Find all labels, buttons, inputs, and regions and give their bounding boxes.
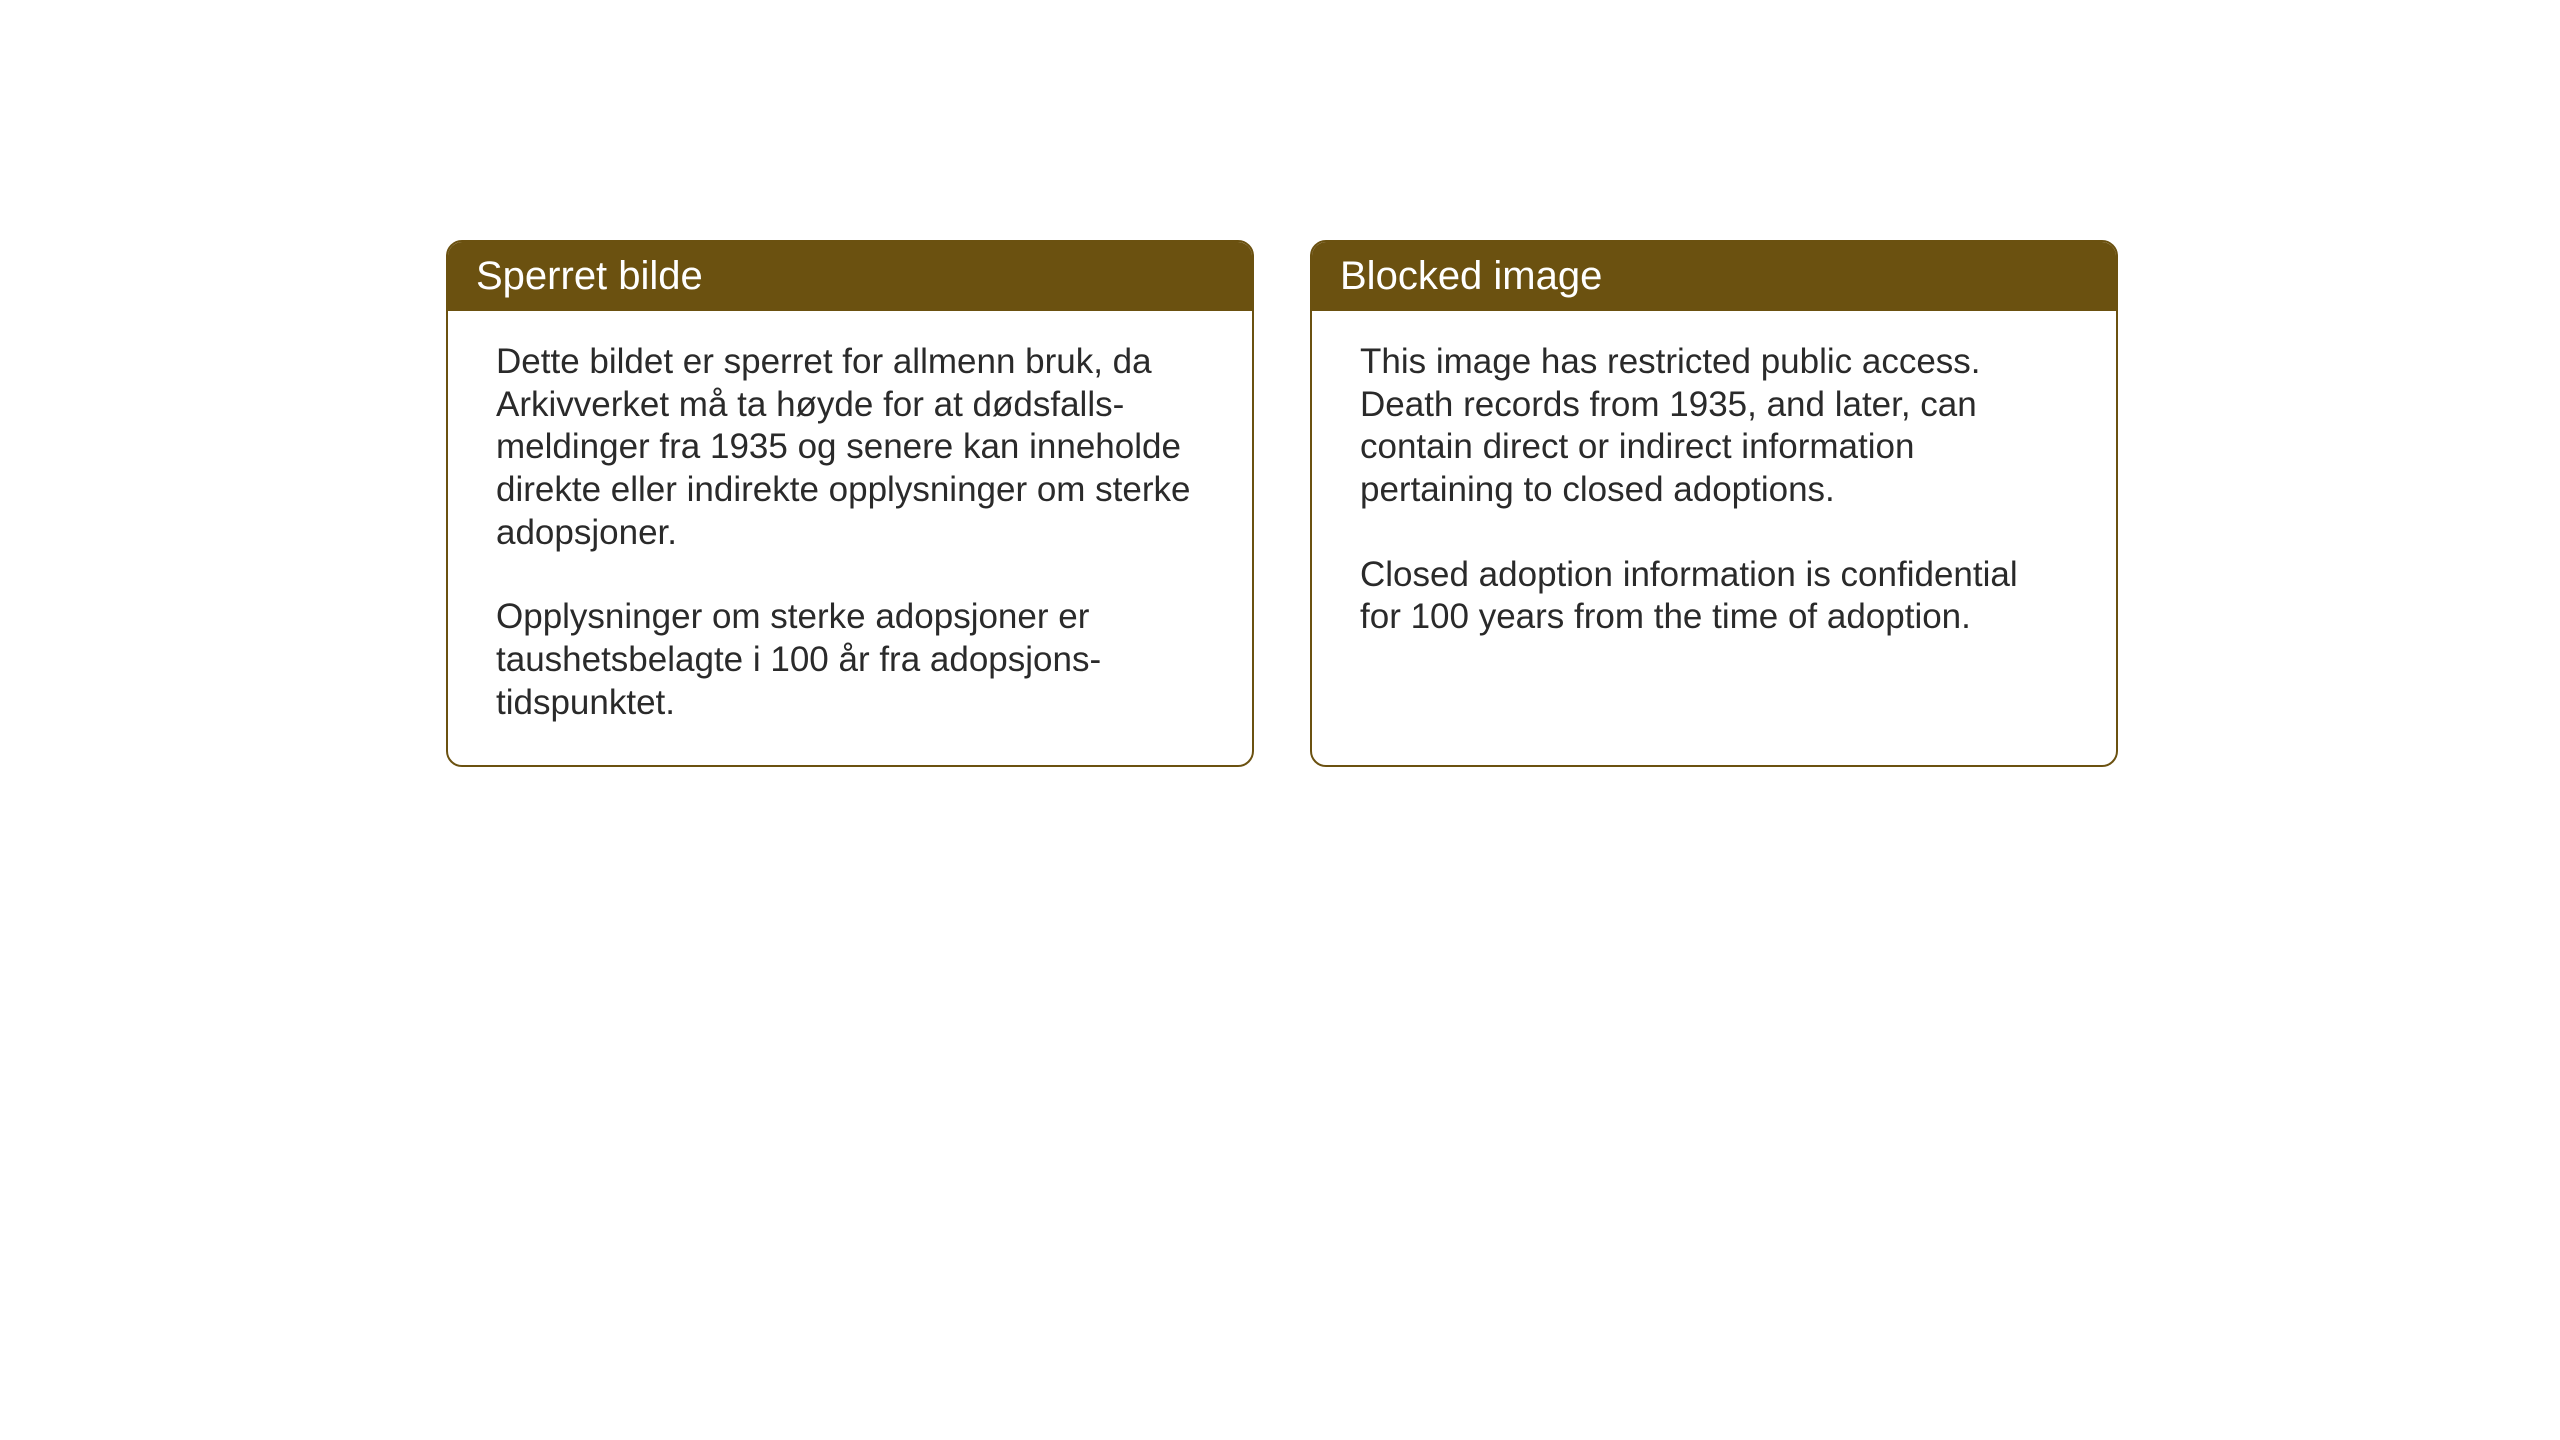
notice-card-english: Blocked image This image has restricted … (1310, 240, 2118, 767)
card-paragraph-1: This image has restricted public access.… (1360, 341, 2068, 512)
card-title: Blocked image (1340, 254, 1602, 298)
card-paragraph-2: Closed adoption information is confident… (1360, 554, 2068, 639)
card-paragraph-2: Opplysninger om sterke adopsjoner er tau… (496, 596, 1204, 724)
notice-cards-container: Sperret bilde Dette bildet er sperret fo… (446, 240, 2118, 767)
card-header: Sperret bilde (448, 242, 1252, 311)
card-header: Blocked image (1312, 242, 2116, 311)
card-body: Dette bildet er sperret for allmenn bruk… (448, 311, 1252, 765)
card-title: Sperret bilde (476, 254, 703, 298)
notice-card-norwegian: Sperret bilde Dette bildet er sperret fo… (446, 240, 1254, 767)
card-paragraph-1: Dette bildet er sperret for allmenn bruk… (496, 341, 1204, 554)
card-body: This image has restricted public access.… (1312, 311, 2116, 679)
